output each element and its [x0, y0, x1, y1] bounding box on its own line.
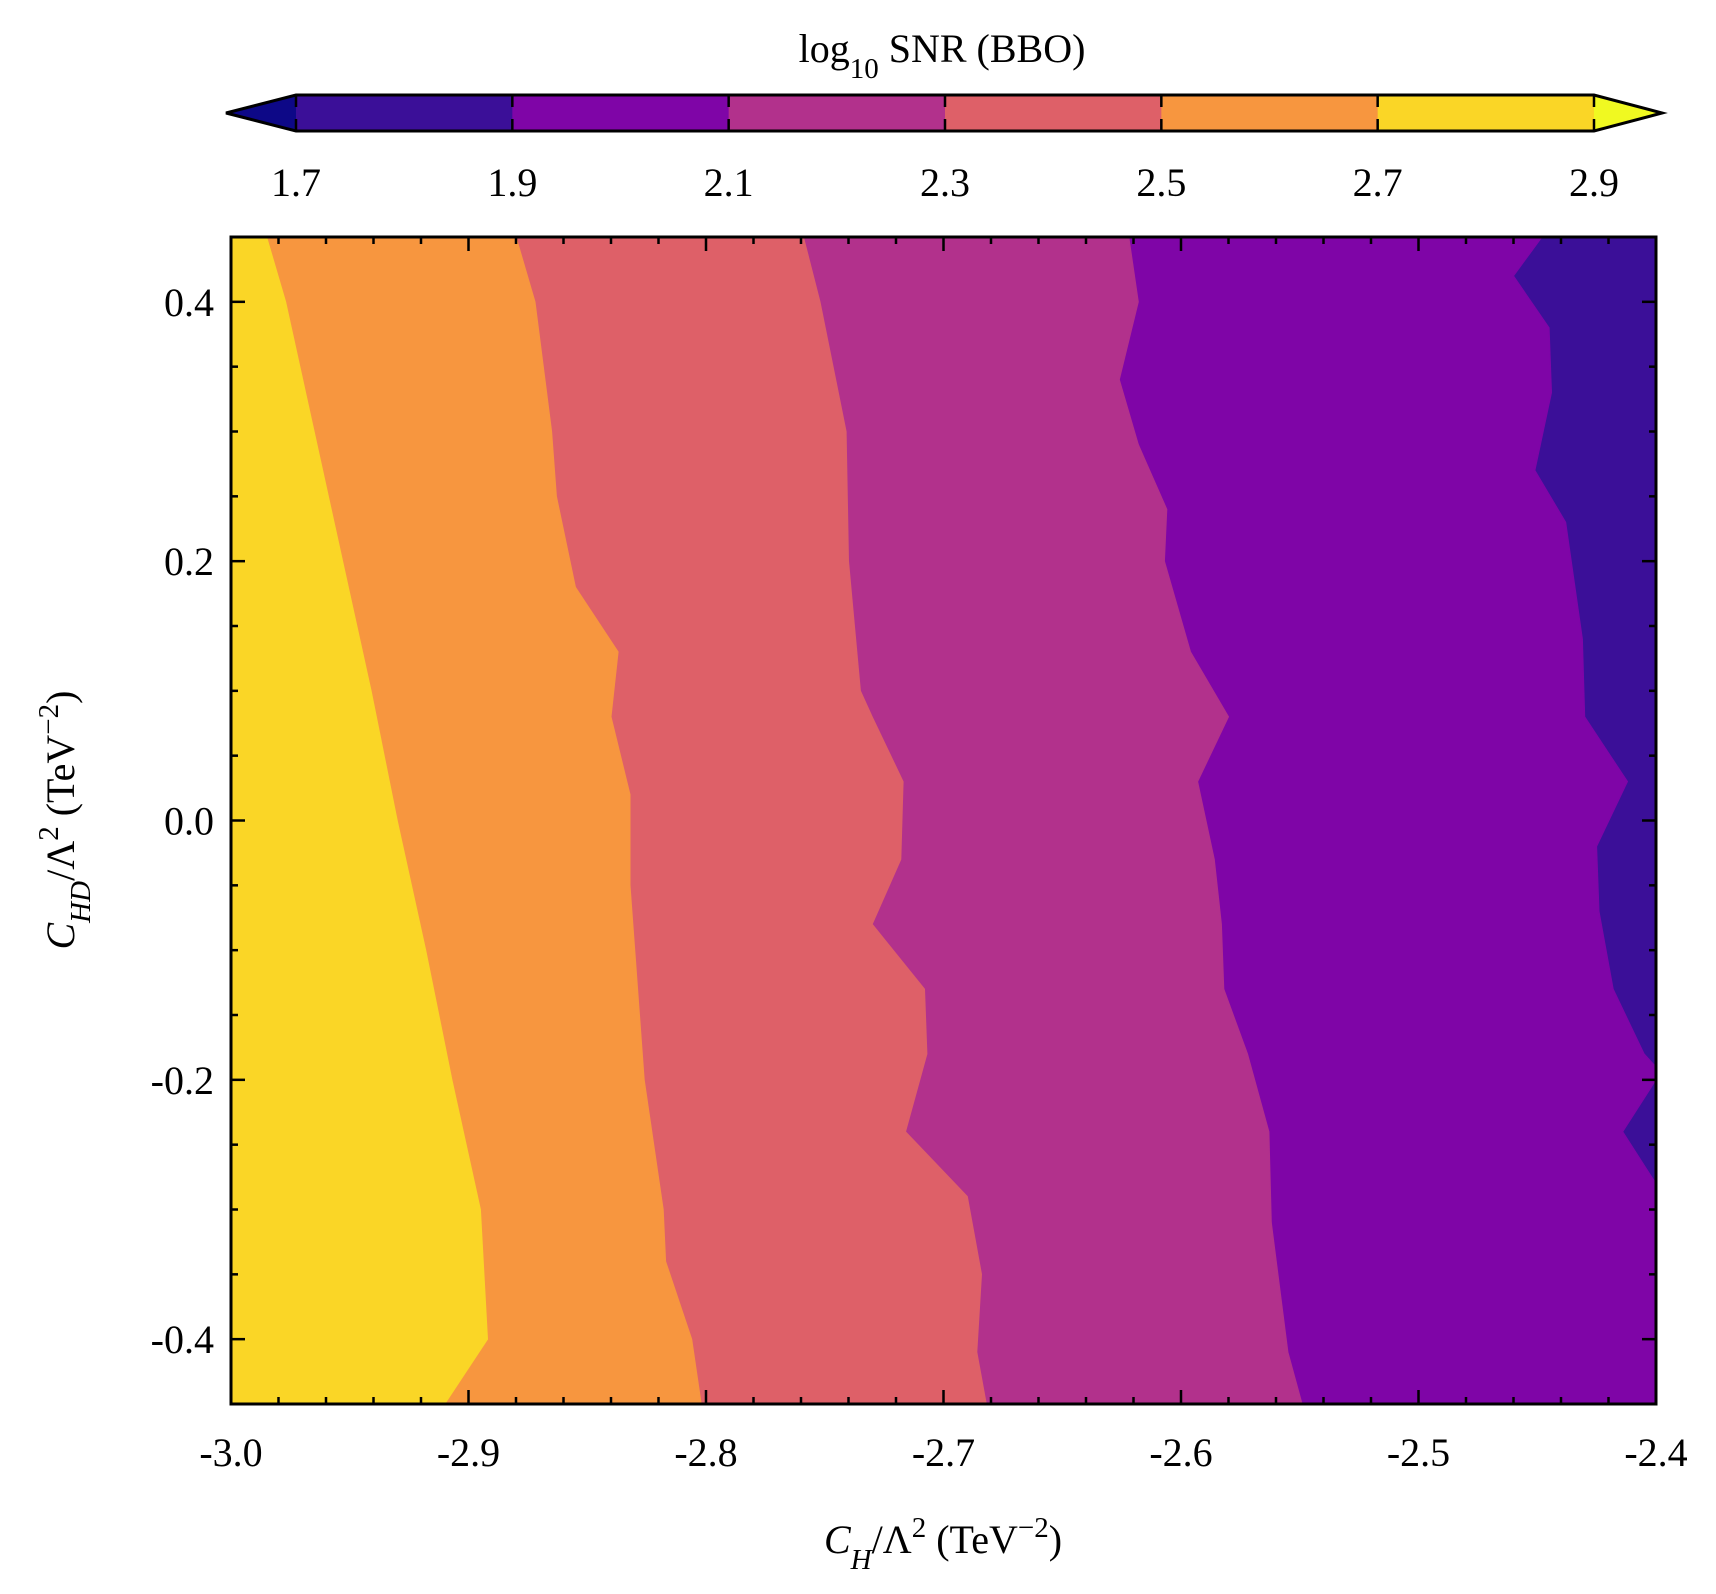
y-tick-label: -0.4	[151, 1317, 214, 1362]
colorbar-under-triangle	[226, 95, 296, 131]
colorbar-segment	[1377, 95, 1595, 131]
colorbar-ticks: 1.7 1.9 2.1 2.3 2.5 2.7 2.9	[271, 95, 1619, 205]
colorbar-tick-label: 2.3	[920, 160, 970, 205]
x-tick-labels: -3.0 -2.9 -2.8 -2.7 -2.6 -2.5 -2.4	[199, 1430, 1687, 1475]
colorbar-label: log10 SNR (BBO)	[799, 26, 1086, 85]
y-tick-label: -0.2	[151, 1058, 214, 1103]
colorbar-tick-label: 2.9	[1569, 160, 1619, 205]
y-tick-label: 0.2	[164, 539, 214, 584]
colorbar-segment	[1161, 95, 1379, 131]
colorbar-segment	[512, 95, 730, 131]
x-tick-label: -3.0	[199, 1430, 262, 1475]
x-axis-label: CH/Λ2 (TeV−2)	[824, 1512, 1062, 1576]
x-tick-label: -2.5	[1387, 1430, 1450, 1475]
x-tick-label: -2.6	[1149, 1430, 1212, 1475]
colorbar-tick-label: 1.9	[487, 160, 537, 205]
y-tick-label: 0.4	[164, 280, 214, 325]
y-tick-label: 0.0	[164, 799, 214, 844]
colorbar-segments	[296, 95, 1595, 131]
colorbar-segment	[728, 95, 946, 131]
contour-region-0	[231, 237, 489, 1404]
plot-frame	[229, 235, 1658, 1406]
x-tick-label: -2.4	[1624, 1430, 1687, 1475]
colorbar-segment	[296, 95, 513, 131]
colorbar: 1.7 1.9 2.1 2.3 2.5 2.7 2.9 log10 SNR (BBO)	[225, 26, 1668, 205]
x-tick-label: -2.7	[912, 1430, 975, 1475]
y-axis-label: CHD/Λ2 (TeV−2)	[33, 691, 97, 950]
colorbar-tick-label: 2.5	[1136, 160, 1186, 205]
colorbar-tick-label: 1.7	[271, 160, 321, 205]
colorbar-over-triangle	[1594, 95, 1662, 131]
contour-regions	[231, 237, 1656, 1404]
x-tick-label: -2.8	[674, 1430, 737, 1475]
y-tick-labels: -0.4 -0.2 0.0 0.2 0.4	[151, 280, 214, 1362]
colorbar-segment	[945, 95, 1162, 131]
x-tick-label: -2.9	[437, 1430, 500, 1475]
colorbar-tick-label: 2.7	[1353, 160, 1403, 205]
colorbar-tick-label: 2.1	[704, 160, 754, 205]
plot-area: -3.0 -2.9 -2.8 -2.7 -2.6 -2.5 -2.4 -0.4 -0.2 0.0…	[151, 235, 1688, 1475]
